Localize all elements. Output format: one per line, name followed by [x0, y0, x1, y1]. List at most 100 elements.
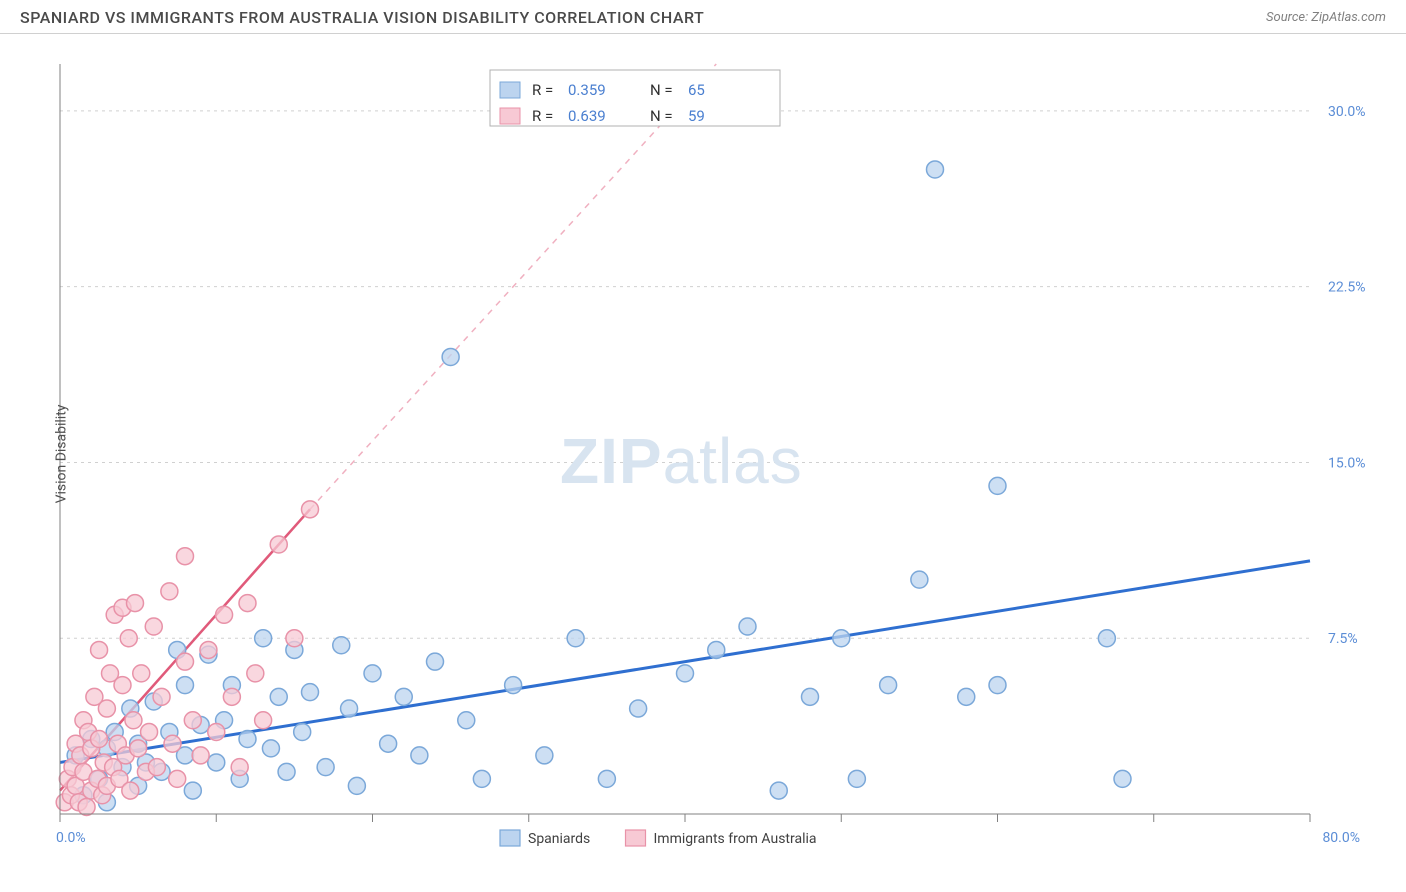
data-point — [184, 782, 201, 799]
data-point — [125, 712, 142, 729]
data-point — [302, 684, 319, 701]
data-point — [442, 348, 459, 365]
x-max-label: 80.0% — [1322, 830, 1360, 846]
data-point — [567, 630, 584, 647]
legend-n-label: N = — [650, 107, 673, 125]
legend-swatch — [500, 82, 520, 98]
data-point — [208, 723, 225, 740]
data-point — [802, 688, 819, 705]
y-tick-label: 7.5% — [1328, 631, 1358, 647]
legend-swatch — [626, 830, 646, 846]
data-point — [677, 665, 694, 682]
data-point — [302, 501, 319, 518]
data-point — [223, 688, 240, 705]
data-point — [458, 712, 475, 729]
data-point — [164, 735, 181, 752]
data-point — [395, 688, 412, 705]
data-point — [247, 665, 264, 682]
data-point — [348, 777, 365, 794]
y-axis-label: Vision Disability — [53, 405, 69, 504]
data-point — [120, 630, 137, 647]
data-point — [200, 641, 217, 658]
legend-n-value: 59 — [688, 107, 705, 125]
data-point — [278, 763, 295, 780]
data-point — [78, 798, 95, 815]
legend-r-value: 0.639 — [568, 107, 606, 125]
data-point — [958, 688, 975, 705]
data-point — [133, 665, 150, 682]
data-point — [255, 712, 272, 729]
x-origin-label: 0.0% — [56, 830, 86, 846]
legend-bottom: Spaniards Immigrants from Australia — [500, 830, 817, 847]
data-point — [216, 606, 233, 623]
data-point — [317, 759, 334, 776]
chart-header: SPANIARD VS IMMIGRANTS FROM AUSTRALIA VI… — [0, 0, 1406, 34]
data-point — [177, 677, 194, 694]
data-point — [270, 688, 287, 705]
data-point — [192, 747, 209, 764]
data-point — [145, 618, 162, 635]
chart-area: Vision Disability ZIPatlas 7.5%15.0%22.5… — [20, 54, 1386, 854]
legend-n-label: N = — [650, 81, 673, 99]
data-point — [141, 723, 158, 740]
data-point — [231, 759, 248, 776]
data-point — [411, 747, 428, 764]
data-point — [169, 770, 186, 787]
data-point — [294, 723, 311, 740]
data-point — [286, 630, 303, 647]
data-point — [91, 731, 108, 748]
scatter-plot: 7.5% 15.0% 22.5% 30.0% 0.0% 80.0% R = 0.359 N = 6… — [20, 54, 1380, 854]
data-point — [184, 712, 201, 729]
data-point — [708, 641, 725, 658]
data-point — [239, 595, 256, 612]
data-point — [177, 548, 194, 565]
data-point — [1098, 630, 1115, 647]
data-point — [848, 770, 865, 787]
y-tick-label: 30.0% — [1328, 104, 1366, 120]
data-point — [536, 747, 553, 764]
legend-top: R = 0.359 N = 65 R = 0.639 N = 59 — [490, 70, 780, 126]
legend-swatch — [500, 830, 520, 846]
data-point — [739, 618, 756, 635]
data-point — [1114, 770, 1131, 787]
data-point — [177, 653, 194, 670]
data-point — [130, 740, 147, 757]
data-point — [989, 677, 1006, 694]
data-point — [239, 731, 256, 748]
legend-r-label: R = — [532, 107, 553, 125]
data-point — [127, 595, 144, 612]
chart-source: Source: ZipAtlas.com — [1266, 10, 1386, 25]
data-point — [380, 735, 397, 752]
data-point — [473, 770, 490, 787]
data-point — [880, 677, 897, 694]
legend-n-value: 65 — [688, 81, 705, 99]
data-point — [630, 700, 647, 717]
data-point — [153, 688, 170, 705]
data-point — [208, 754, 225, 771]
y-tick-label: 22.5% — [1328, 280, 1366, 296]
data-point — [911, 571, 928, 588]
legend-label: Immigrants from Australia — [654, 831, 817, 847]
legend-r-value: 0.359 — [568, 81, 606, 99]
data-point — [255, 630, 272, 647]
data-point — [341, 700, 358, 717]
y-tick-label: 15.0% — [1328, 455, 1366, 471]
data-point — [364, 665, 381, 682]
data-point — [427, 653, 444, 670]
data-point — [148, 759, 165, 776]
data-point — [114, 677, 131, 694]
chart-title: SPANIARD VS IMMIGRANTS FROM AUSTRALIA VI… — [20, 8, 704, 27]
data-point — [833, 630, 850, 647]
legend-swatch — [500, 108, 520, 124]
data-point — [262, 740, 279, 757]
legend-label: Spaniards — [528, 831, 590, 847]
data-point — [161, 583, 178, 600]
data-point — [122, 782, 139, 799]
data-point — [333, 637, 350, 654]
data-point — [91, 641, 108, 658]
data-point — [927, 161, 944, 178]
data-point — [989, 477, 1006, 494]
data-point — [770, 782, 787, 799]
data-point — [98, 700, 115, 717]
legend-r-label: R = — [532, 81, 553, 99]
